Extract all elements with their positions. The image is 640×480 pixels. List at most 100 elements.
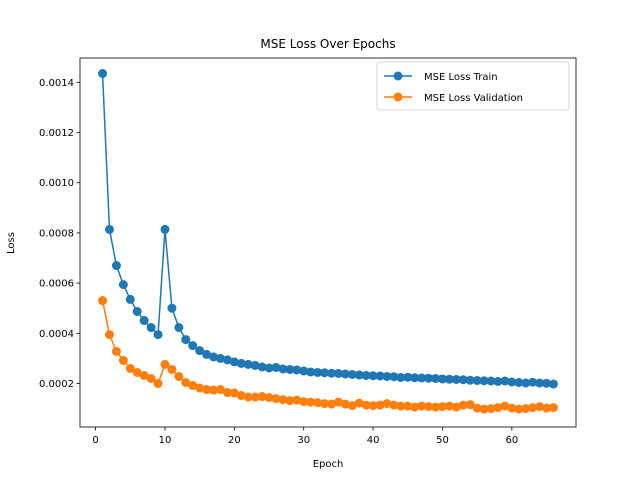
series-validation-point (139, 370, 149, 380)
series-validation-point (236, 391, 246, 401)
series-validation-point (479, 404, 489, 414)
series-validation-point (458, 400, 468, 410)
series-validation-point (340, 399, 350, 409)
series-train-point (320, 368, 330, 378)
series-validation-point (195, 383, 205, 393)
series-train-point (389, 372, 399, 382)
series-validation-point (215, 385, 225, 395)
x-tick-label: 0 (92, 435, 98, 446)
series-validation-point (299, 397, 309, 407)
series-train-point (403, 372, 413, 382)
series-train-point (472, 375, 482, 385)
series-validation-point (98, 296, 108, 306)
y-tick-label: 0.0008 (39, 228, 74, 239)
series-train-point (542, 378, 552, 388)
series-train-point (521, 378, 531, 388)
series-validation-point (250, 392, 260, 402)
series-validation-point (437, 402, 447, 412)
x-tick-label: 10 (159, 435, 172, 446)
y-axis: 0.0002 0.0004 0.0006 0.0008 0.0010 0.0012 0.00… (39, 78, 80, 390)
series-validation-point (111, 346, 121, 356)
y-axis-label: Loss (6, 232, 17, 254)
series-validation-point (382, 399, 392, 409)
series-train-point (222, 355, 232, 365)
legend-train-label: MSE Loss Train (424, 72, 498, 83)
series-validation-point (229, 388, 239, 398)
series-train-point (514, 378, 524, 388)
series-validation-point (472, 403, 482, 413)
series-train-point (174, 323, 184, 333)
series-validation-point (146, 373, 156, 383)
series-train-point (479, 376, 489, 386)
series-train-point (160, 224, 170, 234)
legend-validation-label: MSE Loss Validation (424, 93, 523, 104)
series-train-point (209, 352, 219, 362)
series-train-point (444, 374, 454, 384)
series-train-point (340, 369, 350, 379)
series-train-point (368, 371, 378, 381)
series-validation-point (521, 404, 531, 414)
series-train-point (458, 375, 468, 385)
x-tick-label: 20 (228, 435, 241, 446)
series-train-point (507, 377, 517, 387)
series-validation-point (368, 401, 378, 411)
series-validation-point (104, 330, 114, 340)
series-train-point (98, 69, 108, 79)
y-tick-label: 0.0006 (39, 279, 74, 290)
x-axis-label: Epoch (313, 459, 344, 470)
y-tick-label: 0.0014 (39, 78, 74, 89)
series-validation-point (535, 402, 545, 412)
series-validation-point (493, 403, 503, 413)
series-validation-point (431, 402, 441, 412)
series-train-point (548, 379, 558, 389)
series-train-point (431, 373, 441, 383)
series-train-point (132, 306, 142, 316)
series-validation-point (153, 379, 163, 389)
series-validation-point (264, 393, 274, 403)
series-validation-point (465, 400, 475, 410)
series-train-point (229, 357, 239, 367)
x-axis: 0 10 20 30 40 50 60 (92, 427, 518, 446)
series-train-point (306, 367, 316, 377)
series-validation-point (417, 401, 427, 411)
series-validation-point (333, 397, 343, 407)
series-validation-point (313, 398, 323, 408)
series-train-point (257, 362, 267, 372)
series-validation-point (285, 396, 295, 406)
series-validation-point (326, 399, 336, 409)
series-validation-point (486, 404, 496, 414)
series-validation-point (354, 398, 364, 408)
series-validation-point (292, 395, 302, 405)
series-validation-point (396, 401, 406, 411)
series-validation-point (361, 400, 371, 410)
series-train-point (125, 294, 135, 304)
chart-title: MSE Loss Over Epochs (260, 37, 395, 51)
series-validation-point (132, 367, 142, 377)
series-train-point (271, 362, 281, 372)
series-validation-point (125, 363, 135, 373)
series-train-point (410, 373, 420, 383)
series-validation-point (257, 392, 267, 402)
series-train-point (451, 374, 461, 384)
plot-area (98, 69, 558, 414)
y-tick-label: 0.0012 (39, 128, 74, 139)
series-validation-point (167, 364, 177, 374)
series-train-point (465, 375, 475, 385)
legend: MSE Loss Train MSE Loss Validation (376, 61, 570, 111)
series-train-point (139, 316, 149, 326)
series-validation-point (444, 401, 454, 411)
series-validation-point (542, 403, 552, 413)
series-train-point (202, 349, 212, 359)
series-validation-point (243, 392, 253, 402)
series-train-point (326, 368, 336, 378)
series-train-point (535, 378, 545, 388)
series-validation-point (389, 400, 399, 410)
series-train-point (437, 374, 447, 384)
y-tick-label: 0.0010 (39, 178, 74, 189)
series-train-point (111, 261, 121, 271)
legend-train-marker (393, 71, 403, 81)
series-validation-point (528, 403, 538, 413)
series-train-point (333, 368, 343, 378)
series-train-point (292, 365, 302, 375)
